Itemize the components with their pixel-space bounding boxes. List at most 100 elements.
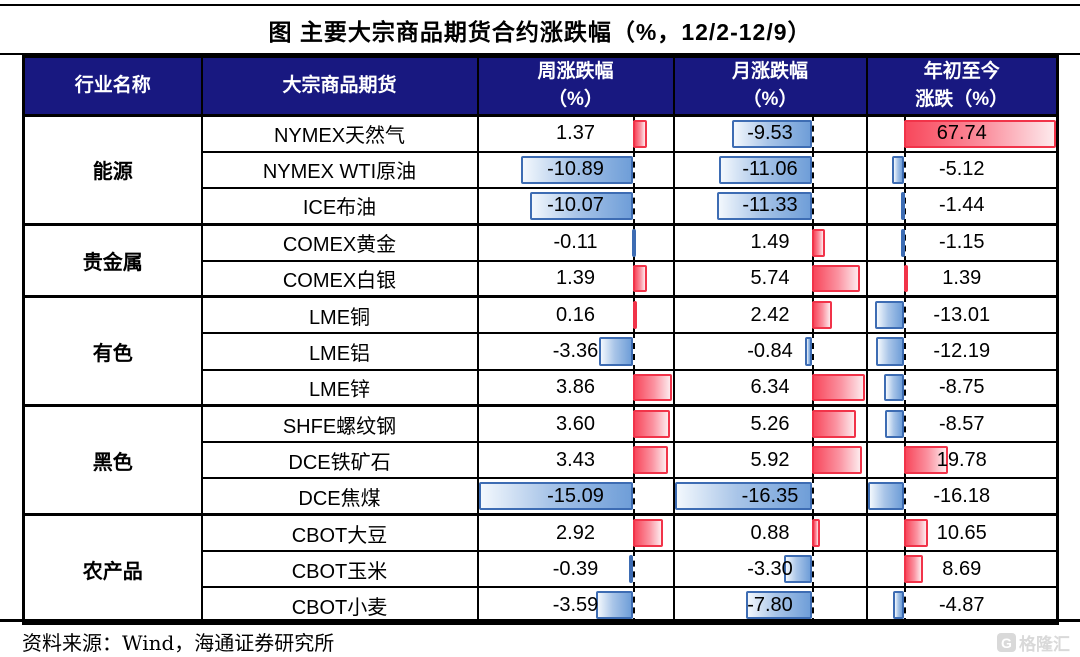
cell-value: 67.74 (936, 122, 987, 145)
week-change-cell: -10.89 (476, 150, 675, 190)
month-change-cell: 5.74 (672, 259, 868, 298)
header-row: 行业名称 大宗商品期货 周涨跌幅 （%） 月涨跌幅 （%） 年初至今 涨跌（%） (22, 55, 1059, 117)
cell-value: -1.15 (938, 231, 985, 254)
cell-value: -10.07 (547, 194, 604, 217)
data-bar (632, 264, 648, 293)
data-bar (892, 591, 904, 620)
data-bar (675, 482, 813, 511)
cell-value: 3.86 (556, 375, 595, 398)
week-change-cell: 1.37 (476, 113, 675, 153)
zero-axis (903, 335, 906, 368)
cell-value: 19.78 (936, 448, 987, 471)
cell-value: 8.69 (942, 557, 982, 580)
data-bar (784, 555, 813, 584)
data-bar (632, 120, 647, 148)
zero-axis (632, 480, 635, 513)
data-bar (632, 519, 663, 548)
cell-value: 1.39 (942, 267, 982, 290)
zero-axis (812, 589, 815, 622)
month-change-cell: 0.88 (672, 513, 868, 553)
industry-cell-agriculture: 农产品 (22, 513, 203, 625)
cell-value: 5.74 (750, 267, 790, 290)
data-bar (746, 591, 813, 620)
data-bar (731, 120, 813, 148)
commodity-cell: CBOT小麦 (200, 586, 479, 625)
data-bar (628, 555, 633, 584)
commodity-cell: NYMEX WTI原油 (200, 150, 479, 190)
cell-value: 5.92 (750, 448, 790, 471)
zero-axis (812, 335, 815, 368)
data-bar (812, 410, 857, 439)
ytd-change-cell: 67.74 (865, 113, 1059, 153)
cell-value: 6.34 (750, 375, 790, 398)
zero-axis (812, 553, 815, 586)
cell-value: -0.39 (552, 557, 599, 580)
month-change-cell: -9.53 (672, 113, 868, 153)
cell-value: -13.01 (933, 303, 991, 326)
month-change-cell: 6.34 (672, 368, 868, 407)
table-row: LME铝 -3.36 -0.84 -12.19 (24, 332, 1059, 371)
cell-value: -8.75 (938, 375, 985, 398)
month-change-cell: -0.84 (672, 332, 868, 371)
ytd-change-cell: 10.65 (865, 513, 1059, 553)
data-bar (812, 301, 833, 330)
col-header-ytd-change: 年初至今 涨跌（%） (865, 55, 1059, 117)
table-row: 能源 NYMEX天然气 1.37 -9.53 67.74 (22, 113, 1059, 226)
data-bar (632, 410, 670, 439)
data-bar (900, 192, 905, 220)
gelonghui-watermark: G 格隆汇 (997, 630, 1070, 655)
zero-axis (632, 335, 635, 368)
table-row: 黑色 SHFE螺纹钢 3.60 5.26 -8.57 (22, 404, 1059, 516)
week-change-cell: 0.16 (476, 295, 675, 335)
cell-value: 2.42 (750, 303, 790, 326)
cell-value: 1.37 (556, 122, 595, 145)
month-change-cell: 5.26 (672, 404, 868, 444)
cell-value: -9.53 (747, 122, 793, 145)
col-header-industry: 行业名称 (22, 55, 203, 117)
bottom-divider (0, 619, 1080, 622)
cell-value: -8.57 (938, 412, 985, 435)
week-change-cell: -10.07 (476, 187, 675, 226)
ytd-change-cell: -8.57 (865, 404, 1059, 444)
week-change-cell: -15.09 (476, 477, 675, 516)
data-bar (812, 519, 820, 548)
data-bar (812, 373, 865, 402)
cell-value: 10.65 (936, 521, 987, 544)
data-bar (632, 446, 669, 475)
week-change-cell: 3.43 (476, 441, 675, 480)
week-change-cell: -0.11 (476, 222, 675, 262)
data-bar (716, 192, 813, 220)
cell-value: -4.87 (938, 593, 985, 616)
commodity-cell: CBOT大豆 (200, 513, 479, 553)
ytd-change-cell: -4.87 (865, 586, 1059, 625)
commodity-cell: CBOT玉米 (200, 550, 479, 589)
data-bar (903, 120, 1056, 148)
cell-value: 3.43 (556, 448, 595, 471)
cell-value: 3.60 (556, 412, 595, 435)
zero-axis (903, 589, 906, 622)
week-change-cell: 3.86 (476, 368, 675, 407)
cell-value: -1.44 (938, 194, 985, 217)
source-note: 资料来源：Wind，海通证券研究所 (22, 631, 335, 655)
zero-axis (812, 480, 815, 513)
col-header-commodity: 大宗商品期货 (200, 55, 479, 117)
month-change-cell: -3.30 (672, 550, 868, 589)
data-bar (903, 519, 928, 548)
cell-value: -0.84 (747, 339, 793, 362)
cell-value: 1.39 (556, 267, 595, 290)
month-change-cell: 5.92 (672, 441, 868, 480)
industry-cell-precious-metals: 贵金属 (22, 222, 203, 298)
week-change-cell: 1.39 (476, 259, 675, 298)
zero-axis (903, 153, 906, 187)
commodity-cell: COMEX黄金 (200, 222, 479, 262)
zero-axis (812, 153, 815, 187)
ytd-change-cell: 8.69 (865, 550, 1059, 589)
gelonghui-logo-text: 格隆汇 (1019, 635, 1070, 654)
commodity-cell: LME铝 (200, 332, 479, 371)
commodity-cell: LME铜 (200, 295, 479, 335)
commodity-cell: COMEX白银 (200, 259, 479, 298)
week-change-cell: -3.59 (476, 586, 675, 625)
month-change-cell: -16.35 (672, 477, 868, 516)
cell-value: -16.35 (741, 484, 799, 507)
table-row: 贵金属 COMEX黄金 -0.11 1.49 -1.15 (22, 222, 1059, 298)
